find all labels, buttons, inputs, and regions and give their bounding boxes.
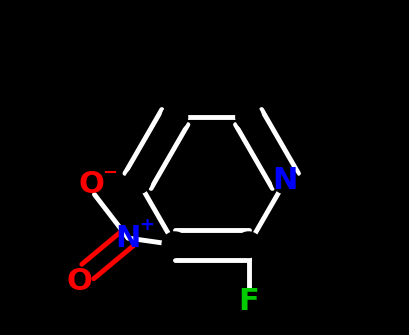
Text: N: N [272,166,297,195]
Text: F: F [238,287,258,316]
Circle shape [235,232,261,258]
Circle shape [162,104,187,130]
Circle shape [235,104,261,130]
Text: O: O [78,170,104,199]
Circle shape [125,168,151,194]
Text: +: + [139,216,153,233]
Circle shape [162,232,187,258]
Circle shape [272,168,297,194]
Text: −: − [102,164,117,182]
Text: O: O [66,267,92,296]
Text: N: N [115,223,140,253]
